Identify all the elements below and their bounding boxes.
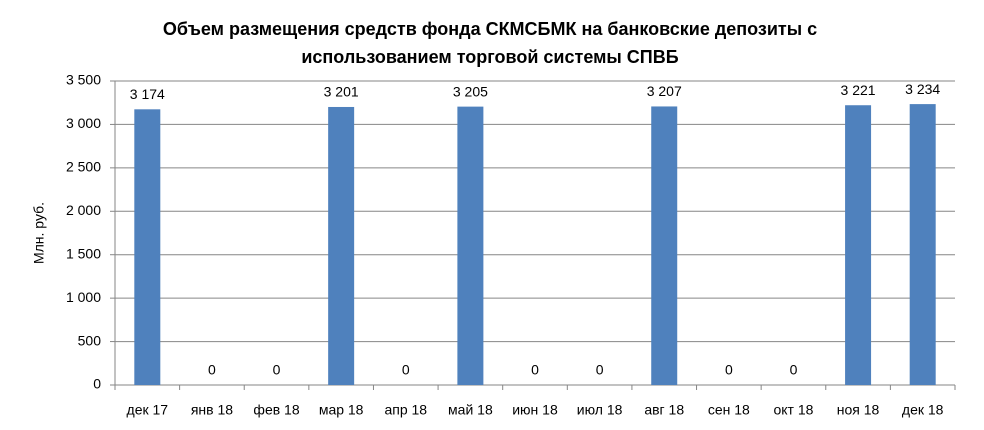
x-tick-label: янв 18 <box>191 402 233 418</box>
y-tick-label: 1 000 <box>66 289 101 305</box>
x-tick-label: мар 18 <box>319 402 364 418</box>
x-tick-label: окт 18 <box>773 402 813 418</box>
x-tick-label: дек 17 <box>127 402 169 418</box>
data-label: 0 <box>790 362 798 378</box>
chart-title: использованием торговой системы СПВБ <box>301 47 678 67</box>
y-axis-label: Млн. руб. <box>31 202 47 264</box>
data-label: 3 174 <box>130 86 165 102</box>
y-tick-label: 2 000 <box>66 202 101 218</box>
data-label: 0 <box>531 362 539 378</box>
x-tick-label: фев 18 <box>253 402 299 418</box>
bar <box>328 106 355 386</box>
data-label: 0 <box>208 362 216 378</box>
bar <box>134 109 161 385</box>
x-tick-label: дек 18 <box>902 402 944 418</box>
y-tick-label: 3 500 <box>66 72 101 88</box>
y-tick-label: 2 500 <box>66 159 101 175</box>
data-label: 0 <box>402 362 410 378</box>
data-label: 3 201 <box>324 84 359 100</box>
data-label: 0 <box>596 362 604 378</box>
x-tick-label: авг 18 <box>644 402 684 418</box>
x-tick-label: июн 18 <box>512 402 558 418</box>
bar <box>845 105 872 385</box>
bar <box>457 106 484 385</box>
x-tick-label: сен 18 <box>708 402 750 418</box>
data-label: 3 221 <box>841 82 876 98</box>
x-tick-label: май 18 <box>448 402 493 418</box>
chart-title: Объем размещения средств фонда СКМСБМК н… <box>163 19 817 39</box>
data-label: 0 <box>273 362 281 378</box>
bar <box>909 104 936 385</box>
bar <box>651 106 678 385</box>
x-tick-label: ноя 18 <box>837 402 880 418</box>
data-label: 3 207 <box>647 83 682 99</box>
y-tick-label: 500 <box>78 332 102 348</box>
y-tick-label: 1 500 <box>66 245 101 261</box>
y-tick-label: 3 000 <box>66 115 101 131</box>
x-tick-label: июл 18 <box>577 402 623 418</box>
x-tick-label: апр 18 <box>384 402 427 418</box>
y-tick-label: 0 <box>93 376 101 392</box>
data-label: 0 <box>725 362 733 378</box>
data-label: 3 205 <box>453 83 488 99</box>
data-label: 3 234 <box>905 81 940 97</box>
